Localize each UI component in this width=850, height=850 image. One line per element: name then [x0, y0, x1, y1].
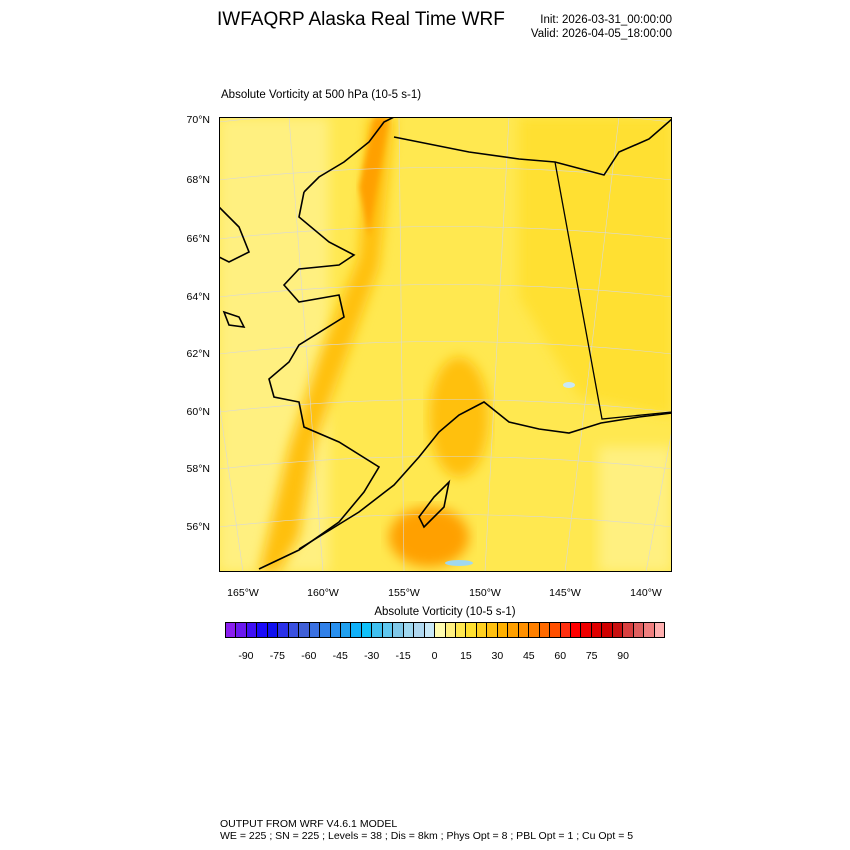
colorbar-box: [403, 623, 415, 637]
colorbar-box: [257, 623, 268, 637]
field-low-vorticity: [219, 117, 329, 572]
colorbar-box: [654, 623, 665, 637]
colorbar-box: [414, 623, 425, 637]
colorbar-box: [393, 623, 404, 637]
lat-label: 56°N: [186, 521, 210, 533]
colorbar-label: 75: [585, 650, 598, 662]
field-band-max: [359, 117, 389, 237]
graticule: [219, 117, 672, 572]
colorbar-label: 45: [522, 650, 535, 662]
colorbar-box: [644, 623, 655, 637]
field-region-southeast: [599, 447, 672, 572]
lat-label: 62°N: [186, 348, 210, 360]
colorbar-box: [361, 623, 373, 637]
coastline: [219, 117, 672, 570]
field-region-gulf: [389, 507, 469, 567]
plot-subtitle: Absolute Vorticity at 500 hPa (10-5 s-1): [221, 89, 422, 101]
border-line: [554, 161, 672, 420]
colorbar-title: Absolute Vorticity (10-5 s-1): [374, 606, 516, 618]
colorbar-box: [299, 623, 310, 637]
footer-config: WE = 225 ; SN = 225 ; Levels = 38 ; Dis …: [220, 830, 634, 842]
page-title: IWFAQRP Alaska Real Time WRF: [217, 9, 505, 30]
lat-label: 60°N: [186, 406, 210, 418]
colorbar-box: [508, 623, 519, 637]
colorbar-box: [539, 623, 551, 637]
colorbar-box: [445, 623, 456, 637]
init-time: Init: 2026-03-31_00:00:00: [540, 14, 672, 26]
colorbar-box: [602, 623, 613, 637]
colorbar-box: [623, 623, 634, 637]
colorbar-box: [550, 623, 561, 637]
colorbar-box: [487, 623, 498, 637]
colorbar-box: [518, 623, 530, 637]
colorbar-label: -15: [395, 650, 411, 662]
colorbar-label: 15: [460, 650, 472, 662]
colorbar-label: 0: [431, 650, 438, 662]
colorbar-box: [226, 623, 237, 637]
colorbar-box: [466, 623, 477, 637]
colorbar-box: [382, 623, 394, 637]
colorbar-box: [309, 623, 321, 637]
colorbar-box: [570, 623, 582, 637]
plot-frame: [219, 117, 672, 572]
lat-label: 58°N: [186, 463, 210, 475]
colorbar-box: [330, 623, 341, 637]
colorbar-label: -60: [301, 650, 317, 662]
colorbar-box: [497, 623, 509, 637]
lat-label: 70°N: [186, 114, 210, 126]
vorticity-map: [219, 117, 672, 572]
colorbar-box: [288, 623, 300, 637]
lon-label: 160°W: [307, 587, 339, 599]
colorbar-box: [633, 623, 645, 637]
colorbar-box: [560, 623, 571, 637]
colorbar: [225, 622, 665, 638]
colorbar-label: 90: [617, 650, 629, 662]
colorbar-box: [435, 623, 446, 637]
field-band-orange: [259, 117, 394, 572]
colorbar-box: [581, 623, 592, 637]
lon-label: 155°W: [388, 587, 420, 599]
colorbar-box: [340, 623, 352, 637]
colorbar-box: [476, 623, 488, 637]
colorbar-box: [529, 623, 540, 637]
colorbar-box: [351, 623, 362, 637]
field-region: [429, 357, 489, 477]
field-negative-patch: [445, 560, 473, 566]
colorbar-label: 60: [554, 650, 567, 662]
time-info: Init: 2026-03-31_00:00:00 Valid: 2026-04…: [531, 13, 672, 41]
colorbar-box: [372, 623, 383, 637]
colorbar-box: [591, 623, 603, 637]
colorbar-box: [320, 623, 331, 637]
colorbar-label: -90: [238, 650, 254, 662]
field-region: [519, 117, 672, 417]
colorbar-label: 30: [491, 650, 504, 662]
colorbar-box: [424, 623, 436, 637]
lat-label: 64°N: [186, 291, 210, 303]
colorbar-box: [236, 623, 247, 637]
colorbar-box: [267, 623, 279, 637]
footer: OUTPUT FROM WRF V4.6.1 MODEL WE = 225 ; …: [220, 818, 633, 842]
colorbar-box: [455, 623, 467, 637]
lon-label: 165°W: [227, 587, 259, 599]
field-negative-patch: [563, 382, 575, 388]
footer-model: OUTPUT FROM WRF V4.6.1 MODEL: [220, 818, 398, 830]
colorbar-label: -30: [364, 650, 380, 662]
lon-label: 150°W: [469, 587, 501, 599]
colorbar-box: [278, 623, 289, 637]
lat-label: 66°N: [186, 233, 210, 245]
colorbar-box: [612, 623, 624, 637]
colorbar-box: [246, 623, 258, 637]
lon-label: 140°W: [630, 587, 662, 599]
lat-label: 68°N: [186, 174, 210, 186]
colorbar-label: -45: [332, 650, 348, 662]
valid-time: Valid: 2026-04-05_18:00:00: [530, 28, 672, 40]
lon-label: 145°W: [549, 587, 581, 599]
colorbar-label: -75: [269, 650, 285, 662]
